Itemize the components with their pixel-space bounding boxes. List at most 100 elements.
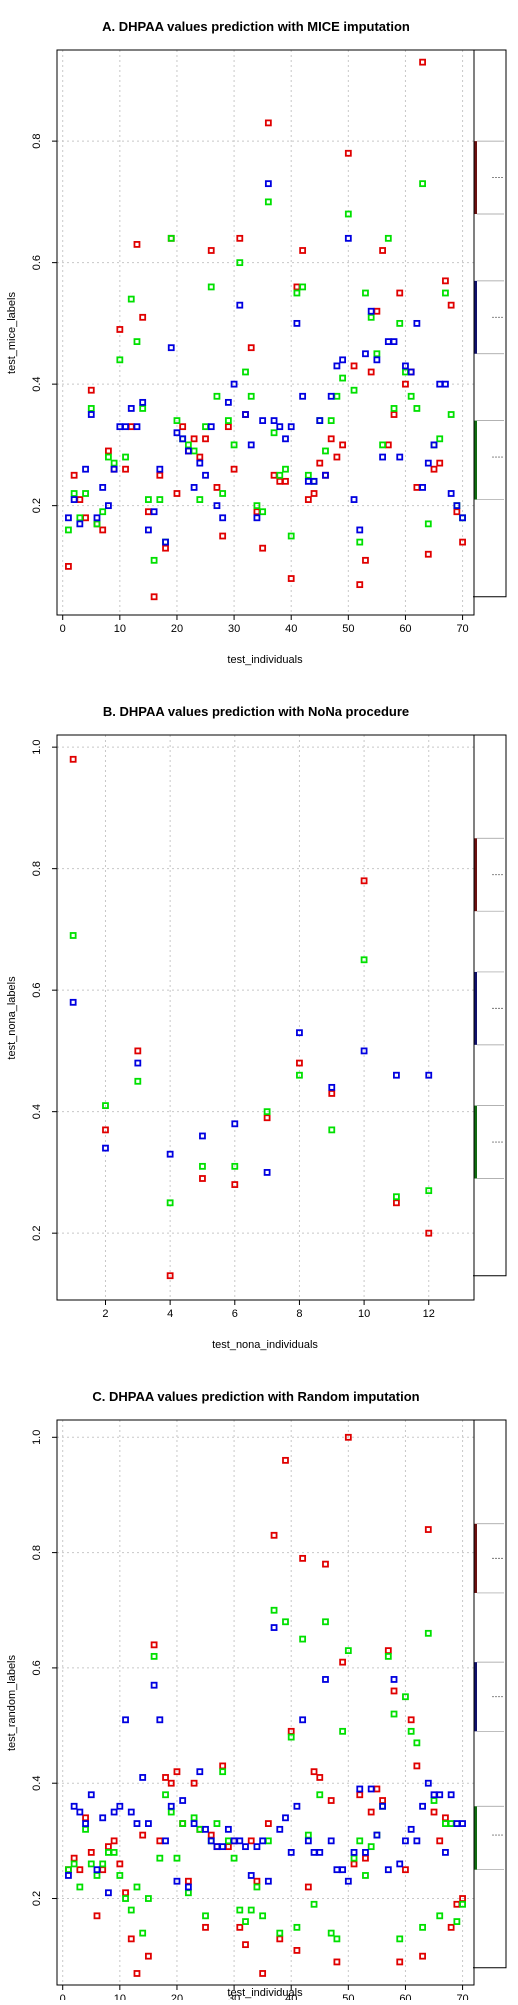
- data-point: [134, 1047, 142, 1055]
- data-point: [282, 477, 289, 485]
- data-point: [282, 465, 289, 473]
- data-point: [384, 1866, 392, 1874]
- data-point: [373, 1831, 381, 1839]
- x-tick-label: 60: [399, 623, 411, 635]
- data-point: [236, 301, 244, 309]
- data-point: [207, 1831, 215, 1839]
- y-tick-label: 0.6: [31, 255, 43, 270]
- data-point: [264, 1877, 272, 1885]
- x-tick-label: 50: [342, 623, 354, 635]
- data-point: [430, 1791, 438, 1799]
- data-point: [127, 1906, 135, 1914]
- data-point: [430, 465, 438, 473]
- data-point: [102, 1144, 109, 1152]
- data-point: [190, 1820, 198, 1827]
- data-point: [344, 1433, 352, 1441]
- data-point: [231, 1181, 239, 1188]
- data-point: [156, 496, 164, 503]
- y-tick-label: 0.2: [31, 1226, 43, 1241]
- data-point: [162, 1791, 169, 1799]
- data-point: [162, 544, 169, 552]
- box-iqr: [474, 280, 477, 354]
- data-point: [133, 423, 141, 431]
- data-point: [362, 1872, 369, 1879]
- x-tick-label: 70: [456, 1993, 468, 2000]
- data-point: [230, 380, 238, 388]
- data-point: [402, 1866, 409, 1874]
- data-point: [344, 210, 352, 218]
- data-point: [436, 459, 444, 467]
- data-point: [196, 459, 204, 467]
- data-point: [350, 496, 358, 503]
- data-point: [65, 526, 72, 534]
- x-tick-label: 40: [285, 623, 297, 635]
- box-iqr: [474, 1806, 477, 1870]
- data-point: [230, 441, 238, 449]
- data-point: [264, 180, 272, 188]
- x-tick-label: 30: [228, 623, 240, 635]
- data-point: [276, 1825, 284, 1833]
- data-point: [207, 283, 215, 291]
- data-point: [65, 1866, 72, 1874]
- data-point: [436, 1837, 444, 1845]
- data-point: [299, 283, 307, 291]
- data-point: [459, 1820, 466, 1827]
- data-point: [219, 490, 227, 497]
- data-point: [282, 435, 289, 443]
- data-point: [360, 956, 368, 964]
- data-point: [447, 411, 455, 418]
- data-point: [87, 1791, 95, 1799]
- data-point: [110, 459, 118, 467]
- data-point: [447, 301, 455, 309]
- data-point: [93, 1866, 101, 1874]
- data-point: [110, 465, 118, 473]
- y-tick-label: 0.6: [31, 1660, 43, 1675]
- data-point: [299, 392, 307, 400]
- data-point: [299, 1554, 307, 1562]
- data-point: [224, 1837, 232, 1845]
- data-point: [407, 1716, 415, 1724]
- data-point: [70, 490, 78, 497]
- data-point: [270, 471, 278, 479]
- data-point: [202, 423, 209, 431]
- data-point: [179, 435, 187, 443]
- x-axis-label: test_individuals: [227, 654, 303, 666]
- data-point: [144, 1820, 152, 1827]
- data-point: [316, 1791, 324, 1799]
- data-point: [379, 1802, 387, 1810]
- x-tick-label: 8: [296, 1308, 302, 1320]
- data-point: [310, 477, 318, 485]
- data-point: [184, 1877, 192, 1885]
- data-point: [350, 362, 358, 370]
- data-point: [327, 1837, 335, 1845]
- data-point: [396, 289, 404, 297]
- data-point: [173, 490, 181, 497]
- data-point: [139, 405, 147, 412]
- data-point: [122, 1895, 129, 1902]
- data-point: [139, 1929, 147, 1937]
- data-point: [264, 1837, 272, 1845]
- data-point: [202, 471, 209, 479]
- data-point: [259, 544, 267, 552]
- data-point: [82, 490, 89, 497]
- data-point: [133, 1820, 141, 1827]
- data-point: [173, 417, 181, 424]
- data-point: [144, 1952, 152, 1960]
- data-point: [259, 1912, 267, 1920]
- data-point: [144, 526, 152, 534]
- box-iqr: [474, 838, 477, 912]
- data-point: [393, 1199, 400, 1207]
- data-point: [328, 1126, 336, 1134]
- data-point: [253, 1877, 261, 1885]
- data-point: [196, 1768, 204, 1776]
- data-point: [150, 508, 158, 516]
- data-point: [390, 411, 398, 418]
- data-point: [333, 362, 341, 370]
- data-point: [116, 326, 124, 333]
- data-point: [156, 1716, 164, 1724]
- data-point: [304, 1831, 312, 1839]
- data-point: [173, 1854, 181, 1862]
- data-point: [70, 496, 78, 503]
- y-axis-label: test_nona_labels: [6, 976, 18, 1060]
